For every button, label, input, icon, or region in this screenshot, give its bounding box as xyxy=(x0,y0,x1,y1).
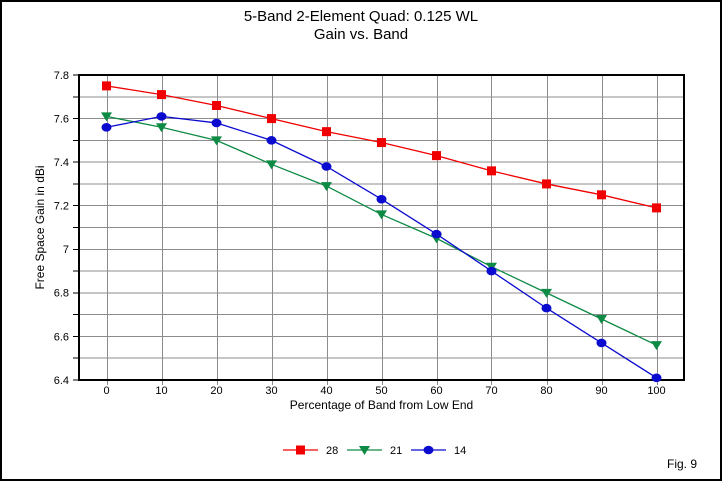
data-point-marker xyxy=(651,373,662,383)
series-14 xyxy=(101,112,662,383)
x-tick-label: 0 xyxy=(103,385,109,397)
x-tick-label: 60 xyxy=(430,385,442,397)
title-block: 5-Band 2-Element Quad: 0.125 WL Gain vs.… xyxy=(0,8,722,44)
data-point-marker xyxy=(322,127,331,137)
y-tick-labels: 7.8 7.6 7.4 7.2 7 6.8 6.6 6.4 xyxy=(54,70,69,387)
chart-subtitle: Gain vs. Band xyxy=(313,26,409,43)
data-point-marker xyxy=(376,194,387,204)
data-point-marker xyxy=(156,123,167,133)
series-14-line xyxy=(106,115,657,379)
legend: 28 21 14 xyxy=(283,445,466,457)
x-tick-label: 100 xyxy=(647,385,665,397)
data-point-marker xyxy=(431,229,442,239)
data-point-marker xyxy=(432,151,441,161)
data-point-marker xyxy=(541,288,552,298)
x-tick-label: 10 xyxy=(155,385,167,397)
y-tick-label: 7.6 xyxy=(54,113,69,125)
legend-item-21: 21 xyxy=(347,445,402,457)
y-tick-label: 7.8 xyxy=(54,70,69,82)
plot-border xyxy=(78,74,685,381)
data-point-marker xyxy=(266,136,277,145)
figure-caption: Fig. 9 xyxy=(666,457,697,471)
data-point-marker xyxy=(296,445,305,455)
x-tick-labels: 0 10 20 30 40 50 60 70 80 90 100 xyxy=(103,385,665,397)
data-point-marker xyxy=(377,138,386,148)
y-gridlines xyxy=(79,96,684,359)
series-21-line xyxy=(106,115,657,346)
data-point-marker xyxy=(597,190,606,200)
y-tick-label: 7.2 xyxy=(54,201,69,213)
data-point-marker xyxy=(156,112,167,121)
y-tick-label: 7 xyxy=(63,244,69,256)
x-tick-label: 80 xyxy=(540,385,552,397)
data-point-marker xyxy=(212,101,221,110)
data-point-marker xyxy=(423,445,434,455)
data-point-marker xyxy=(101,122,112,132)
x-tick-label: 30 xyxy=(265,385,277,397)
data-point-marker xyxy=(596,338,607,348)
y-axis-title: Free Space Gain in dBi xyxy=(33,165,47,289)
y-tick-label: 6.4 xyxy=(54,375,69,387)
data-point-marker xyxy=(101,112,112,122)
legend-label: 14 xyxy=(454,445,466,457)
data-point-marker xyxy=(266,160,277,170)
x-axis-title: Percentage of Band from Low End xyxy=(290,398,473,412)
x-tick-label: 70 xyxy=(485,385,497,397)
data-point-marker xyxy=(102,81,111,91)
data-point-marker xyxy=(321,162,332,171)
data-point-marker xyxy=(267,114,276,124)
data-point-marker xyxy=(596,315,607,324)
y-tick-label: 6.8 xyxy=(54,288,69,300)
data-point-marker xyxy=(211,118,222,128)
data-point-marker xyxy=(487,166,496,176)
data-point-marker xyxy=(211,136,222,146)
legend-label: 21 xyxy=(390,445,402,457)
series-28 xyxy=(102,81,661,213)
legend-item-14: 14 xyxy=(411,445,466,457)
data-point-marker xyxy=(157,90,166,100)
legend-item-28: 28 xyxy=(283,445,338,457)
legend-label: 28 xyxy=(326,445,338,457)
data-point-marker xyxy=(321,182,332,192)
y-tick-label: 6.6 xyxy=(54,331,69,343)
x-tick-label: 90 xyxy=(595,385,607,397)
data-point-marker xyxy=(359,446,370,455)
data-point-marker xyxy=(376,210,387,220)
x-tick-label: 20 xyxy=(210,385,222,397)
y-tick-label: 7.4 xyxy=(54,157,69,169)
x-tick-label: 40 xyxy=(320,385,332,397)
data-point-marker xyxy=(652,203,661,213)
x-gridlines xyxy=(107,75,658,385)
data-point-marker xyxy=(541,303,552,313)
data-point-marker xyxy=(651,341,662,351)
x-tick-label: 50 xyxy=(375,385,387,397)
data-point-marker xyxy=(542,179,551,189)
data-point-marker xyxy=(486,266,497,276)
chart-title: 5-Band 2-Element Quad: 0.125 WL xyxy=(243,8,479,25)
